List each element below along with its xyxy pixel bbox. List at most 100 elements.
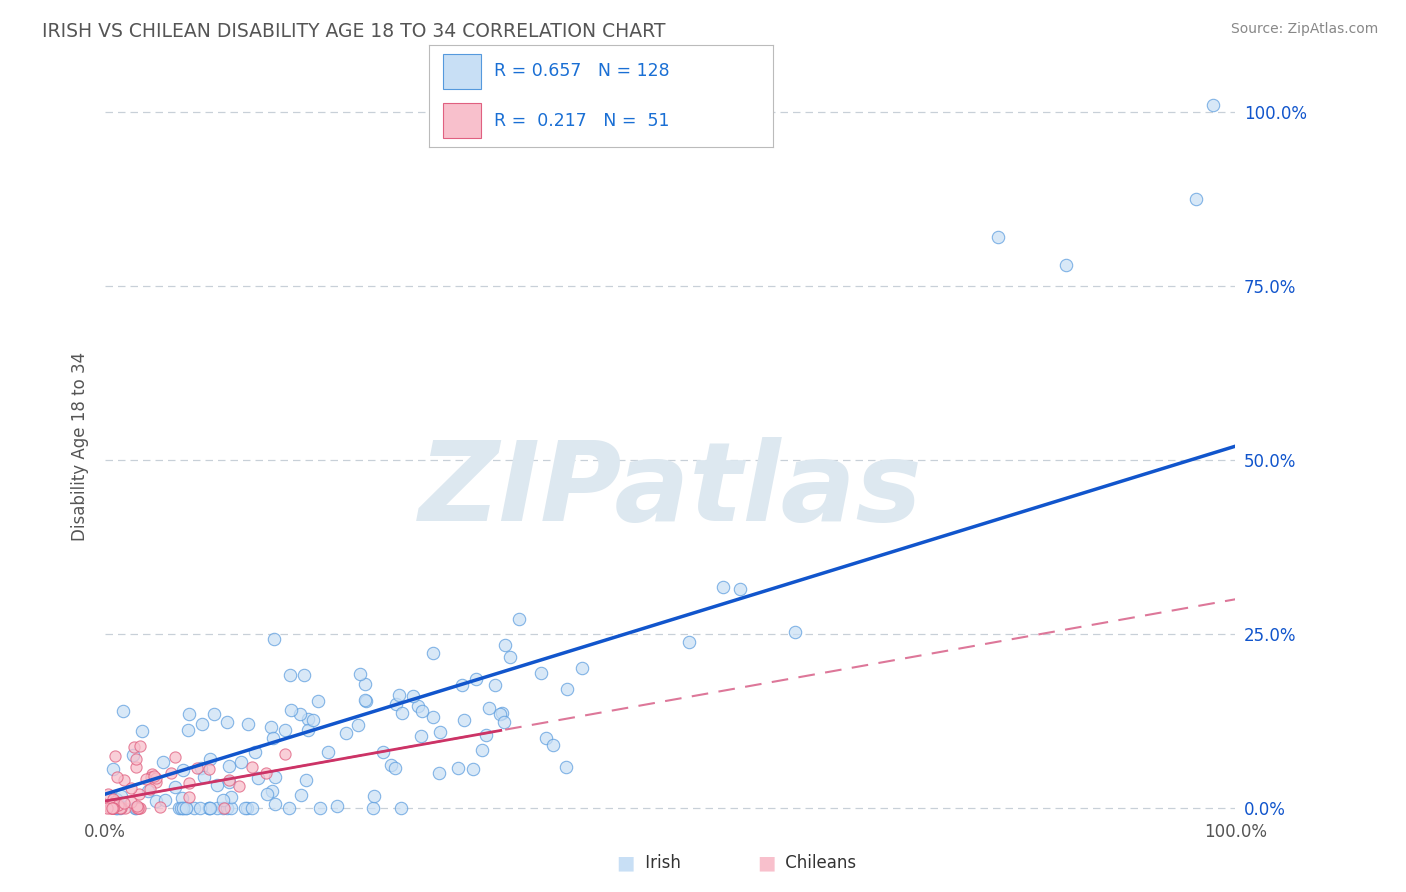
Point — [534, 731, 557, 745]
Point — [478, 701, 501, 715]
Point — [262, 731, 284, 746]
Point — [111, 704, 134, 718]
Point — [262, 784, 284, 798]
Point — [297, 723, 319, 737]
Point — [174, 801, 197, 815]
Point — [728, 582, 751, 596]
Point — [278, 801, 301, 815]
Bar — [443, 54, 481, 88]
Point — [465, 673, 488, 687]
Point — [125, 751, 148, 765]
Point — [100, 801, 122, 815]
Point — [422, 646, 444, 660]
Point — [294, 773, 316, 788]
Point — [198, 801, 221, 815]
Point — [183, 801, 205, 815]
Point — [129, 801, 152, 815]
Point — [489, 707, 512, 722]
Point — [172, 763, 194, 777]
Point — [197, 801, 219, 815]
Point — [217, 801, 239, 815]
Point — [120, 795, 142, 809]
Point — [530, 665, 553, 680]
Point — [361, 801, 384, 815]
Point — [385, 697, 408, 711]
Point — [212, 801, 235, 815]
Point — [499, 649, 522, 664]
Point — [131, 724, 153, 739]
Point — [122, 740, 145, 755]
Point — [103, 801, 125, 815]
Point — [571, 661, 593, 675]
Point — [555, 760, 578, 774]
Point — [172, 801, 194, 815]
Point — [101, 801, 124, 815]
Point — [228, 779, 250, 793]
Point — [160, 766, 183, 780]
Point — [105, 770, 128, 784]
Point — [205, 801, 228, 815]
Point — [138, 784, 160, 798]
Point — [129, 739, 152, 754]
Point — [236, 801, 259, 815]
Point — [174, 801, 197, 815]
Bar — [443, 103, 481, 138]
Y-axis label: Disability Age 18 to 34: Disability Age 18 to 34 — [72, 351, 89, 541]
Point — [1202, 98, 1225, 112]
Point — [238, 717, 260, 731]
Point — [112, 796, 135, 810]
Point — [263, 771, 285, 785]
Point — [128, 788, 150, 802]
Point — [139, 782, 162, 797]
Point — [149, 800, 172, 814]
Point — [422, 710, 444, 724]
Point — [278, 668, 301, 682]
Point — [326, 799, 349, 814]
Point — [212, 793, 235, 807]
Point — [165, 780, 187, 794]
Point — [297, 712, 319, 726]
Point — [263, 797, 285, 811]
Point — [475, 728, 498, 742]
Point — [105, 801, 128, 815]
Point — [125, 801, 148, 815]
Point — [1184, 192, 1206, 206]
Point — [100, 801, 122, 815]
Point — [190, 801, 212, 815]
Point — [427, 766, 450, 780]
Point — [110, 789, 132, 804]
Point — [170, 791, 193, 805]
Point — [471, 742, 494, 756]
Point — [110, 801, 132, 815]
Point — [120, 781, 142, 796]
Text: Chileans: Chileans — [780, 855, 856, 872]
Point — [198, 762, 221, 776]
Point — [125, 801, 148, 815]
Point — [1054, 258, 1077, 272]
Point — [406, 699, 429, 714]
Point — [711, 580, 734, 594]
Point — [302, 714, 325, 728]
Point — [429, 724, 451, 739]
Point — [97, 787, 120, 801]
Text: ■: ■ — [616, 854, 636, 872]
Text: ■: ■ — [756, 854, 776, 872]
Point — [155, 793, 177, 807]
Point — [172, 801, 194, 815]
Point — [463, 762, 485, 776]
Point — [508, 612, 530, 626]
Point — [678, 635, 700, 649]
Point — [96, 799, 118, 814]
Point — [388, 688, 411, 702]
Point — [103, 794, 125, 808]
Point — [198, 751, 221, 765]
Point — [177, 776, 200, 790]
Point — [240, 801, 263, 815]
Point — [453, 714, 475, 728]
Point — [309, 801, 332, 815]
Point — [543, 738, 565, 752]
Point — [494, 638, 516, 652]
Point — [221, 801, 243, 815]
Point — [108, 801, 131, 815]
Point — [402, 690, 425, 704]
